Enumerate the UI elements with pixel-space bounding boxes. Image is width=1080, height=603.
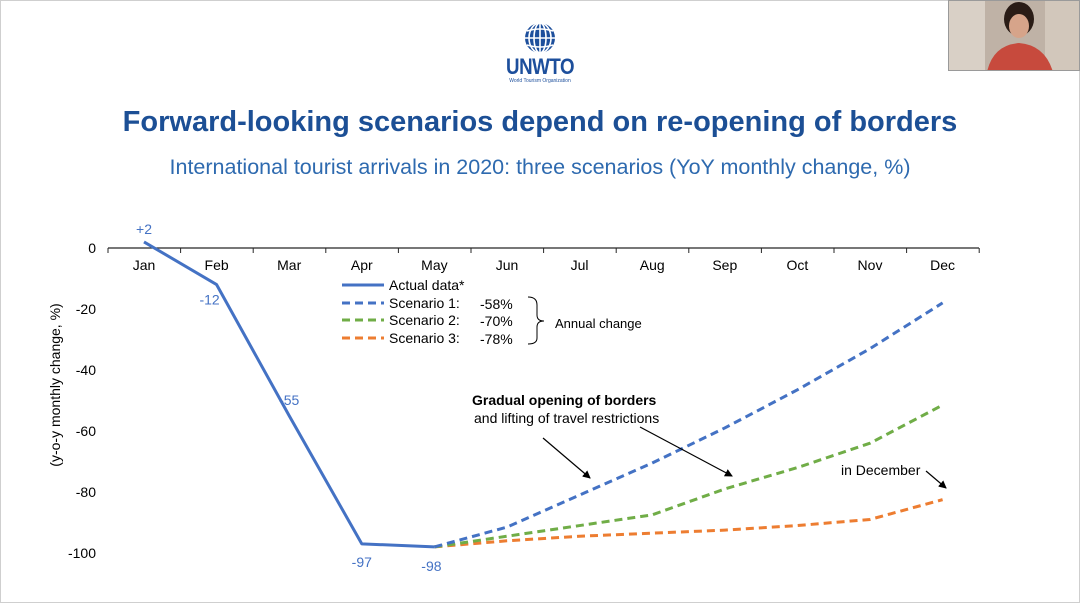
logo-subtitle: World Tourism Organization <box>509 78 571 84</box>
unwto-logo: UNWTO World Tourism Organization <box>500 22 580 84</box>
webcam-thumbnail <box>948 0 1080 71</box>
globe-icon <box>525 22 555 54</box>
logo-name: UNWTO <box>506 54 575 79</box>
page-title: Forward-looking scenarios depend on re-o… <box>122 106 958 138</box>
page-subtitle: International tourist arrivals in 2020: … <box>169 155 911 179</box>
